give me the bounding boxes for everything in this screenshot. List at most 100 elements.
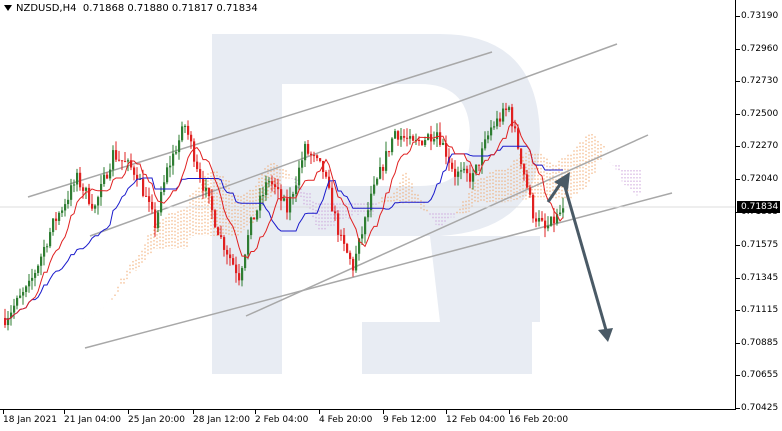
price-tick-label: 0.70425 bbox=[741, 403, 779, 413]
candle-body bbox=[475, 164, 478, 174]
price-tick-label: 0.72960 bbox=[741, 43, 779, 54]
kijun-sen-line bbox=[4, 145, 563, 321]
candle-body bbox=[217, 227, 220, 236]
candle-body bbox=[289, 196, 292, 213]
candle-body bbox=[460, 170, 463, 172]
price-tick-label: 0.70655 bbox=[741, 370, 779, 381]
candle-body bbox=[526, 174, 529, 188]
candle-body bbox=[439, 132, 442, 145]
candle-body bbox=[136, 174, 139, 180]
candle-body bbox=[151, 201, 154, 210]
time-tick bbox=[255, 410, 256, 414]
candle-body bbox=[478, 164, 481, 166]
price-tick-label: 0.71575 bbox=[741, 239, 779, 250]
candle-body bbox=[541, 217, 544, 221]
candle-body bbox=[421, 140, 424, 146]
candle-body bbox=[31, 277, 34, 281]
candle-body bbox=[202, 178, 205, 191]
time-tick bbox=[64, 410, 65, 414]
candle-body bbox=[307, 143, 310, 154]
time-tick-label: 9 Feb 12:00 bbox=[383, 415, 437, 425]
candle-body bbox=[190, 134, 193, 142]
candle-body bbox=[469, 173, 472, 182]
candle-body bbox=[301, 160, 304, 168]
time-tick-label: 18 Jan 2021 bbox=[3, 415, 57, 425]
candle-body bbox=[181, 126, 184, 141]
candle-body bbox=[556, 214, 559, 224]
time-tick-label: 25 Jan 20:00 bbox=[128, 415, 185, 425]
candle-body bbox=[157, 212, 160, 228]
candle-body bbox=[214, 210, 217, 228]
candle-body bbox=[487, 135, 490, 140]
dropdown-triangle-icon[interactable] bbox=[4, 5, 12, 11]
candle-body bbox=[388, 151, 391, 153]
candle-body bbox=[415, 140, 418, 142]
price-tick bbox=[736, 113, 740, 115]
watermark-logo bbox=[212, 34, 540, 374]
price-tick-label: 0.71115 bbox=[741, 305, 779, 316]
candle-body bbox=[34, 273, 37, 278]
candle-body bbox=[58, 212, 61, 221]
candle-body bbox=[379, 167, 382, 179]
candle-body bbox=[370, 193, 373, 211]
candle-body bbox=[559, 212, 562, 215]
candle-body bbox=[331, 187, 334, 212]
candle-body bbox=[361, 234, 364, 239]
plot-area bbox=[0, 0, 736, 410]
price-tick-label: 0.72040 bbox=[741, 174, 779, 185]
candle-body bbox=[82, 187, 85, 191]
candle-body bbox=[547, 225, 550, 229]
candle-body bbox=[343, 234, 346, 244]
candle-body bbox=[538, 217, 541, 222]
candle-body bbox=[451, 162, 454, 169]
candle-body bbox=[295, 185, 298, 195]
candle-body bbox=[292, 194, 295, 197]
candle-body bbox=[76, 172, 79, 185]
candle-body bbox=[433, 139, 436, 142]
candle-body bbox=[325, 171, 328, 177]
candle-body bbox=[262, 195, 265, 197]
price-tick bbox=[736, 179, 740, 181]
candle-body bbox=[73, 184, 76, 186]
candle-body bbox=[418, 140, 421, 142]
candle-body bbox=[22, 291, 25, 296]
candle-body bbox=[121, 160, 124, 162]
candle-body bbox=[463, 168, 466, 171]
time-tick bbox=[446, 410, 447, 414]
candle-body bbox=[403, 136, 406, 138]
candle-body bbox=[130, 160, 133, 168]
candle-body bbox=[502, 108, 505, 122]
candle-body bbox=[13, 305, 16, 313]
arrow-down-segment bbox=[561, 179, 608, 331]
time-tick bbox=[193, 410, 194, 414]
time-tick bbox=[383, 410, 384, 414]
candle-body bbox=[178, 140, 181, 153]
candle-body bbox=[52, 218, 55, 233]
candle-body bbox=[25, 286, 28, 292]
candle-body bbox=[172, 153, 175, 166]
candle-body bbox=[193, 141, 196, 162]
candle-body bbox=[49, 232, 52, 247]
candle-body bbox=[397, 131, 400, 140]
candle-body bbox=[43, 246, 46, 257]
candle-body bbox=[133, 167, 136, 175]
candle-body bbox=[484, 139, 487, 149]
candle-body bbox=[4, 317, 7, 326]
candle-body bbox=[106, 174, 109, 179]
time-tick-label: 12 Feb 04:00 bbox=[446, 415, 506, 425]
candle-body bbox=[511, 107, 514, 127]
price-tick-label: 0.72500 bbox=[741, 108, 779, 119]
candle-body bbox=[364, 217, 367, 235]
candle-body bbox=[499, 118, 502, 122]
candle-body bbox=[103, 174, 106, 184]
candle-body bbox=[226, 249, 229, 255]
candle-body bbox=[7, 318, 10, 326]
candle-body bbox=[376, 178, 379, 185]
candle-body bbox=[223, 237, 226, 250]
arrow-up-head bbox=[554, 172, 570, 190]
time-tick bbox=[509, 410, 510, 414]
candle-body bbox=[175, 152, 178, 154]
candle-body bbox=[208, 187, 211, 197]
